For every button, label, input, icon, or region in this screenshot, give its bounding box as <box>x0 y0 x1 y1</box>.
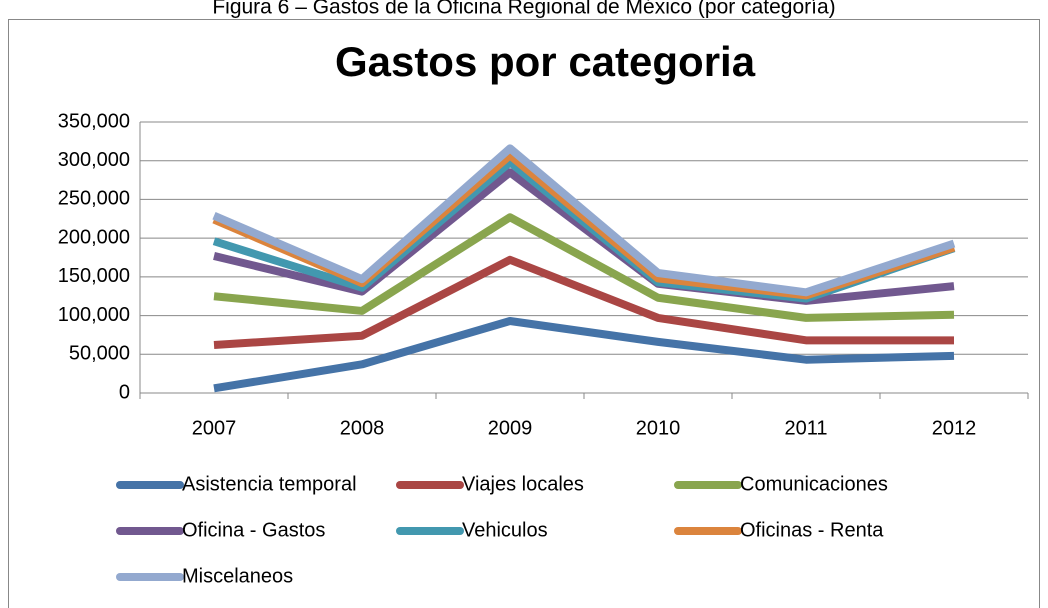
x-tick-label: 2007 <box>192 417 237 439</box>
series-line <box>212 144 956 297</box>
legend-label: Viajes locales <box>462 473 584 495</box>
legend-label: Comunicaciones <box>740 473 888 495</box>
series-line <box>213 213 955 322</box>
y-tick-label: 250,000 <box>58 188 130 210</box>
x-tick-label: 2012 <box>932 417 977 439</box>
legend-label: Miscelaneos <box>182 565 293 587</box>
legend-label: Oficinas - Renta <box>740 519 884 541</box>
legend-label: Oficina - Gastos <box>182 519 325 541</box>
legend-label: Vehiculos <box>462 519 548 541</box>
series-line <box>213 255 954 349</box>
legend-label: Asistencia temporal <box>182 473 357 495</box>
y-tick-label: 350,000 <box>58 110 130 132</box>
x-tick-label: 2008 <box>340 417 385 439</box>
figure-caption: Figura 6 – Gastos de la Oficina Regional… <box>212 0 835 19</box>
series-line <box>213 168 955 305</box>
y-tick-label: 50,000 <box>69 343 130 365</box>
series-line <box>213 316 955 393</box>
chart-title: Gastos por categoria <box>335 38 756 85</box>
x-tick-label: 2011 <box>784 417 827 439</box>
x-tick-label: 2009 <box>488 417 533 439</box>
y-tick-label: 100,000 <box>58 304 130 326</box>
y-tick-label: 150,000 <box>58 265 130 287</box>
y-tick-label: 200,000 <box>58 226 130 248</box>
y-tick-label: 300,000 <box>58 149 130 171</box>
x-tick-label: 2010 <box>636 417 681 439</box>
y-tick-label: 0 <box>119 381 130 403</box>
